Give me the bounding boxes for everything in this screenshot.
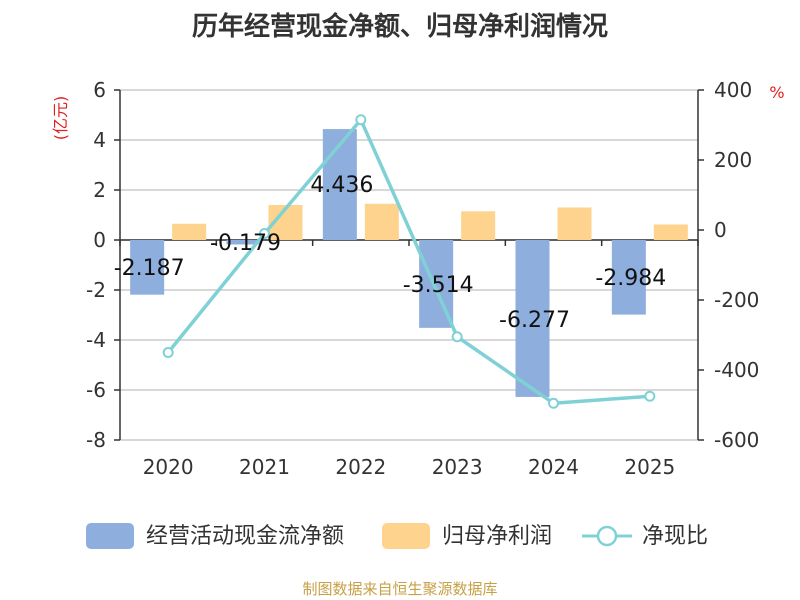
data-label-cashflow: -3.514: [403, 273, 474, 298]
data-label-cashflow: -0.179: [210, 231, 281, 256]
x-tick-label: 2020: [143, 455, 194, 479]
x-tick-label: 2023: [432, 455, 483, 479]
y-right-tick-label: -200: [714, 288, 759, 312]
x-tick-label: 2021: [239, 455, 290, 479]
y-right-unit-label: %: [769, 83, 784, 102]
bar-cashflow-2025: [611, 240, 646, 315]
bar-cashflow-2024: [515, 240, 550, 397]
y-right-tick-label: 400: [714, 78, 752, 102]
point-cash-ratio-2022: [355, 114, 367, 126]
legend-label-net-profit: 归母净利润: [442, 524, 552, 549]
legend-swatch-cashflow: [86, 523, 134, 549]
legend-label-cash-ratio: 净现比: [642, 524, 708, 549]
bar-net-profit-2024: [557, 207, 592, 240]
legend-label-cashflow: 经营活动现金流净额: [146, 524, 344, 549]
point-cash-ratio-2024: [548, 397, 559, 409]
y-right-tick-label: -600: [714, 428, 759, 452]
bar-net-profit-2025: [653, 224, 688, 240]
legend-swatch-net-profit: [382, 523, 430, 549]
y-right-tick-label: 200: [714, 148, 752, 172]
x-tick-label: 2022: [335, 455, 386, 479]
y-right-tick-label: 0: [714, 218, 727, 242]
line-cash-ratio: [166, 118, 650, 405]
y-left-tick-label: 2: [93, 178, 106, 202]
point-cash-ratio-2020: [162, 347, 174, 358]
y-left-tick-label: 6: [93, 78, 106, 102]
source-note: 制图数据来自恒生聚源数据库: [302, 580, 498, 598]
y-left-tick-label: -8: [86, 428, 106, 452]
bar-cashflow-2021: [226, 240, 261, 245]
bar-cashflow-2020: [130, 240, 165, 295]
bar-net-profit-2023: [461, 211, 496, 240]
x-tick-label: 2025: [624, 455, 675, 479]
data-label-cashflow: 4.436: [310, 173, 373, 198]
y-left-tick-label: -6: [86, 378, 106, 402]
x-tick-label: 2024: [528, 455, 579, 479]
point-cash-ratio-2025: [644, 390, 656, 402]
bar-cashflow-2022: [322, 129, 357, 240]
point-cash-ratio-2023: [451, 331, 463, 343]
y-right-tick-label: -400: [714, 358, 759, 382]
y-left-tick-label: -4: [86, 328, 106, 352]
data-label-cashflow: -6.277: [499, 308, 570, 333]
data-label-cashflow: -2.187: [114, 256, 185, 281]
bar-net-profit-2020: [172, 223, 207, 240]
y-left-tick-label: 4: [93, 128, 106, 152]
y-left-unit-label: (亿元): [51, 96, 70, 141]
y-left-tick-label: -2: [86, 278, 106, 302]
y-left-tick-label: 0: [93, 228, 106, 252]
data-label-cashflow: -2.984: [595, 266, 666, 291]
bar-net-profit-2022: [364, 203, 399, 240]
point-cash-ratio-2021: [259, 228, 270, 239]
chart-title: 历年经营现金净额、归母净利润情况: [191, 12, 608, 42]
legend-marker-cash-ratio: [596, 525, 618, 547]
